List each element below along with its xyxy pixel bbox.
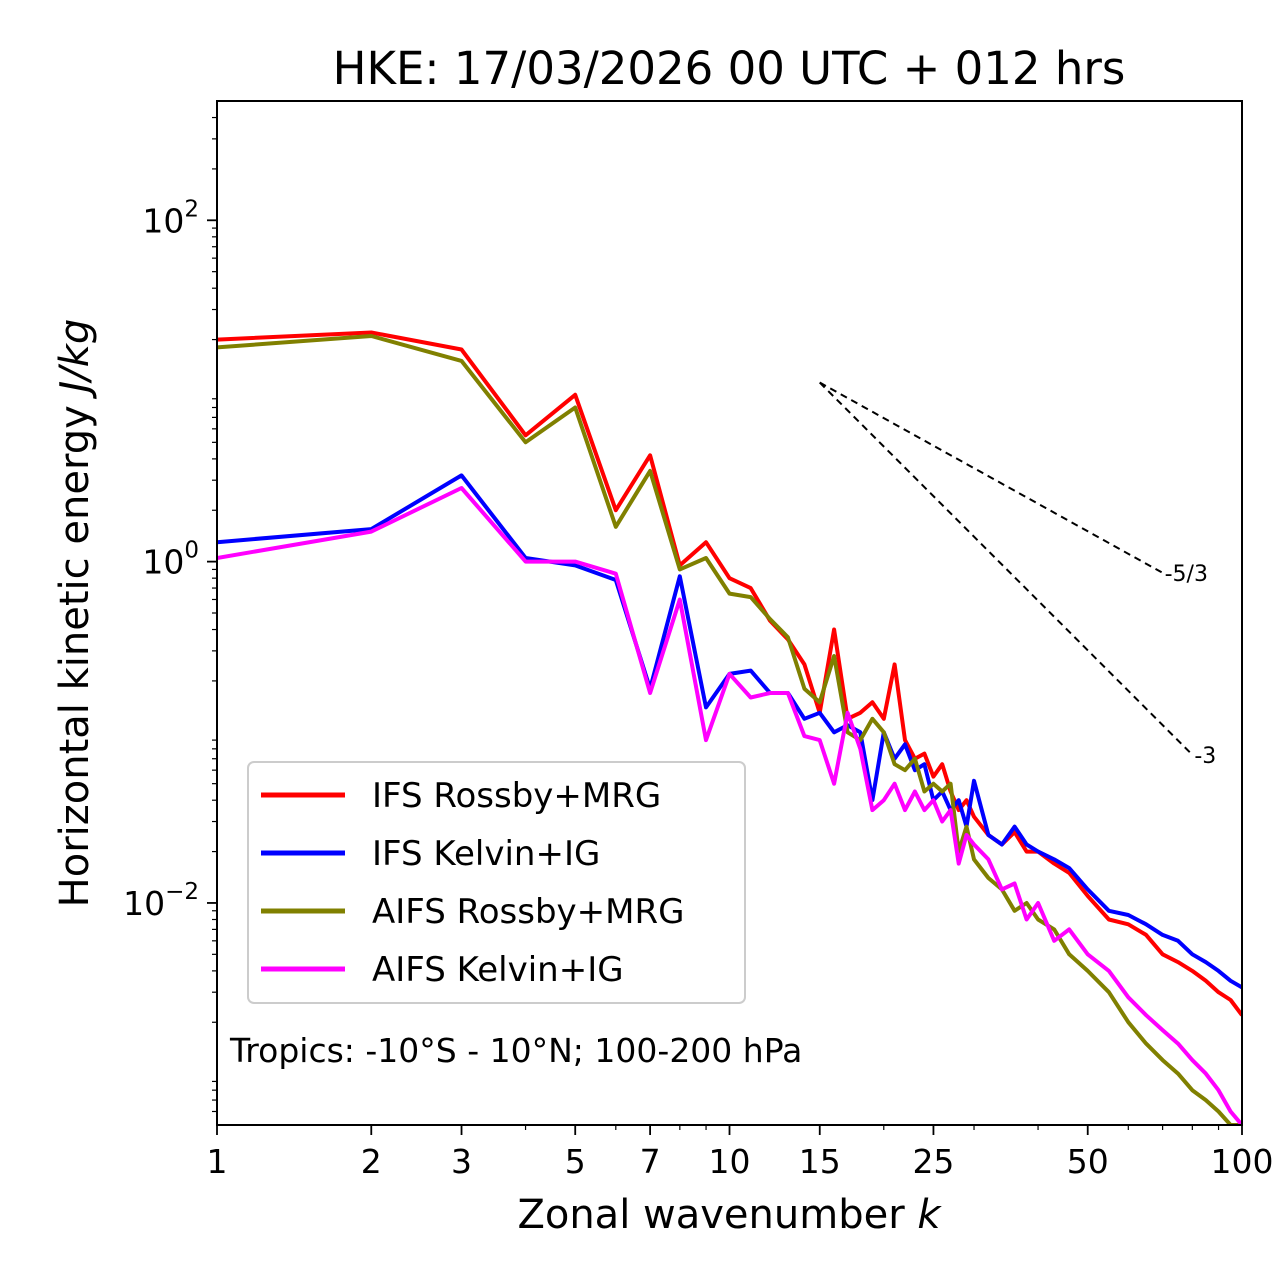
- reference-line: [819, 381, 1194, 756]
- y-tick-label: 102: [142, 196, 199, 240]
- legend-label: IFS Rossby+MRG: [372, 776, 661, 816]
- x-tick-label: 100: [1211, 1142, 1274, 1181]
- y-tick-label-exponent: −2: [165, 879, 199, 905]
- x-tick-label: 25: [912, 1142, 954, 1181]
- legend-label: AIFS Rossby+MRG: [372, 892, 684, 932]
- series-line-aifs-rossby-mrg: [217, 334, 1242, 1125]
- x-tick-label: 15: [799, 1142, 841, 1181]
- region-annotation: Tropics: -10°S - 10°N; 100-200 hPa: [229, 1031, 802, 1070]
- y-axis-label-text: Horizontal kinetic energy: [52, 393, 98, 908]
- series-line-ifs-kelvin-ig: [217, 473, 1242, 990]
- x-axis-label: Zonal wavenumber k: [517, 1192, 942, 1238]
- x-axis-label-variable: k: [917, 1192, 942, 1238]
- legend-entries: IFS Rossby+MRG IFS Kelvin+IG AIFS Rossby+M…: [261, 776, 684, 990]
- y-tick-label: 10−2: [123, 879, 199, 923]
- x-tick-label: 2: [361, 1142, 382, 1181]
- x-tick-label: 50: [1067, 1142, 1109, 1181]
- reference-slope-lines: -5/3 -3: [819, 381, 1216, 769]
- series-line-ifs-rossby-mrg: [217, 330, 1242, 1017]
- x-axis-ticks: 1 2 3 5 7 10 15 25 50 100: [207, 1125, 1274, 1181]
- y-axis-label-unit: J/kg: [52, 319, 98, 400]
- legend-box: [247, 761, 746, 1004]
- y-axis-label: Horizontal kinetic energy J/kg: [52, 319, 98, 908]
- x-axis-label-text: Zonal wavenumber: [517, 1192, 917, 1238]
- y-tick-label: 100: [142, 538, 199, 582]
- series-group: [217, 330, 1242, 1125]
- reference-line-label: -5/3: [1165, 562, 1208, 587]
- legend-label: IFS Kelvin+IG: [372, 834, 600, 874]
- chart-title: HKE: 17/03/2026 00 UTC + 012 hrs: [333, 42, 1126, 95]
- legend-label: AIFS Kelvin+IG: [372, 950, 624, 990]
- reference-line: [819, 381, 1164, 574]
- legend: IFS Rossby+MRG IFS Kelvin+IG AIFS Rossby+M…: [247, 761, 746, 1004]
- x-tick-label: 1: [207, 1142, 228, 1181]
- y-tick-label-base: 10: [142, 201, 184, 240]
- y-tick-label-base: 10: [123, 884, 165, 923]
- y-tick-label-exponent: 2: [184, 196, 199, 222]
- series-line-aifs-kelvin-ig: [217, 486, 1242, 1125]
- x-tick-label: 10: [709, 1142, 751, 1181]
- x-tick-label: 3: [451, 1142, 472, 1181]
- x-tick-label: 5: [565, 1142, 586, 1181]
- reference-line-label: -3: [1194, 744, 1216, 769]
- y-tick-label-exponent: 0: [184, 538, 199, 564]
- x-tick-label: 7: [640, 1142, 661, 1181]
- plot-area-frame: [216, 100, 1243, 1126]
- y-tick-label-base: 10: [142, 543, 184, 582]
